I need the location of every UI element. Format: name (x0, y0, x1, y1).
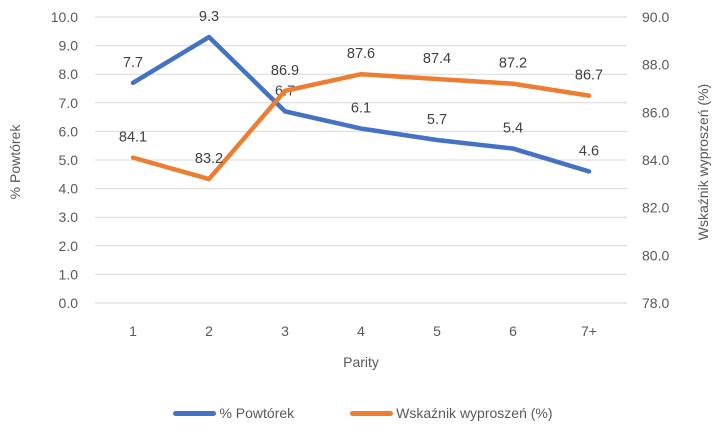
left-axis-tick: 4.0 (59, 181, 79, 197)
data-label: 7.7 (123, 55, 143, 71)
data-label: 83.2 (195, 151, 223, 167)
x-axis-tick: 4 (357, 323, 365, 339)
right-axis-tick: 78.0 (642, 295, 669, 311)
left-axis-tick: 8.0 (59, 66, 79, 82)
series-line-0 (130, 34, 592, 174)
right-axis-tick: 90.0 (642, 9, 669, 25)
legend-label: % Powtórek (219, 405, 295, 421)
left-axis-tick: 9.0 (59, 38, 79, 54)
left-axis-tick: 6.0 (59, 123, 79, 139)
legend-item-0: % Powtórek (173, 405, 294, 421)
data-label: 86.7 (575, 68, 603, 84)
legend-label: Wskaźnik wyproszeń (%) (396, 405, 553, 421)
left-axis-tick: 1.0 (59, 266, 79, 282)
legend-item-1: Wskaźnik wyproszeń (%) (350, 405, 553, 421)
data-label: 6.1 (351, 101, 371, 117)
data-label: 87.2 (499, 56, 527, 72)
x-axis-tick: 1 (129, 323, 137, 339)
x-axis-title: Parity (343, 354, 379, 370)
data-label: 5.4 (503, 121, 523, 137)
line-chart-canvas: 0.0 1.0 2.0 3.0 4.0 5.0 6.0 7.0 8.0 9.0 10.0 78.0 80… (51, 9, 670, 339)
left-axis-tick: 7.0 (59, 95, 79, 111)
data-label: 87.6 (347, 46, 375, 62)
x-axis-tick: 3 (281, 323, 289, 339)
data-label: 84.1 (119, 130, 147, 146)
right-axis-tick: 86.0 (642, 104, 669, 120)
x-axis-tick: 5 (433, 323, 441, 339)
left-axis-tick: 0.0 (59, 295, 79, 311)
x-axis-tick: 7+ (581, 323, 597, 339)
series-line-1 (130, 71, 592, 182)
right-axis-tick: 80.0 (642, 247, 669, 263)
legend: % Powtórek Wskaźnik wyproszeń (%) (0, 402, 726, 424)
data-label: 87.4 (423, 51, 451, 67)
legend-swatch-icon (173, 410, 217, 416)
right-axis-tick: 82.0 (642, 200, 669, 216)
left-axis-tick: 10.0 (51, 9, 78, 25)
right-axis-tick: 84.0 (642, 152, 669, 168)
left-axis-tick: 2.0 (59, 238, 79, 254)
data-label: 86.9 (271, 63, 299, 79)
right-axis-title: Wskaźnik wyproszeń (%) (695, 83, 711, 241)
left-axis-tick: 3.0 (59, 209, 79, 225)
right-axis-tick: 88.0 (642, 57, 669, 73)
data-label: 9.3 (199, 9, 219, 25)
data-label: 4.6 (579, 143, 599, 159)
left-axis-tick: 5.0 (59, 152, 79, 168)
x-axis-tick: 2 (205, 323, 213, 339)
left-axis-title: % Powtórek (7, 124, 23, 200)
data-label: 5.7 (427, 112, 447, 128)
legend-swatch-icon (350, 410, 394, 416)
x-axis-tick: 6 (509, 323, 517, 339)
